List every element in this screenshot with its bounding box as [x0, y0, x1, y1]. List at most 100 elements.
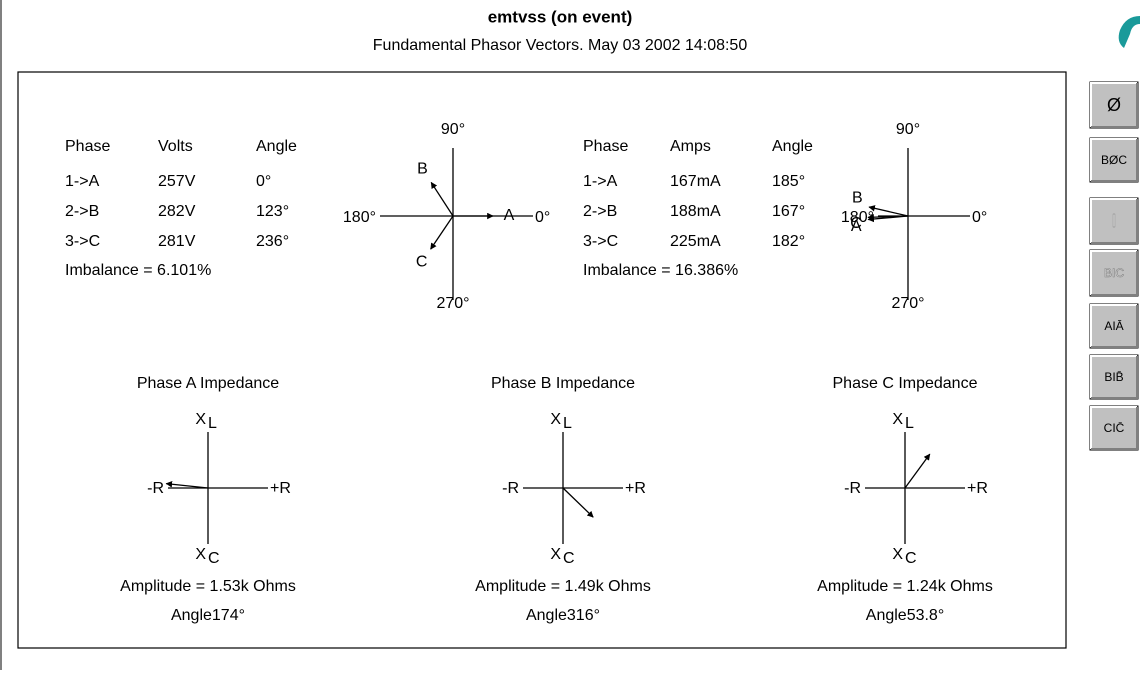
logo	[1118, 16, 1140, 48]
button-bevel	[1090, 138, 1137, 181]
table-cell: 3->C	[583, 233, 618, 250]
table-cell: 188mA	[670, 203, 721, 220]
axis-label: X	[195, 411, 206, 428]
impedance-title: Phase B Impedance	[491, 375, 635, 392]
button-bevel	[1090, 198, 1137, 243]
axis-label: 90°	[441, 121, 465, 138]
phasor-arrow	[868, 205, 909, 217]
table-header: Angle	[256, 138, 297, 155]
button-face	[1089, 354, 1139, 400]
angle: Angle53.8°	[866, 607, 944, 624]
table-header: Volts	[158, 138, 193, 155]
axis-label: +R	[270, 480, 291, 497]
button-bevel	[1090, 250, 1137, 295]
table-cell: 0°	[256, 173, 271, 190]
toolbar-button[interactable]: I	[1089, 197, 1139, 245]
phasor-label: B	[417, 160, 428, 177]
button-shadow	[1091, 139, 1138, 182]
toolbar-button[interactable]: BIC	[1089, 249, 1139, 297]
axis-label: 270°	[436, 295, 469, 312]
axis-label: -R	[147, 480, 164, 497]
table-cell: 281V	[158, 233, 196, 250]
imbalance: Imbalance = 16.386%	[583, 262, 738, 279]
axis-label: +R	[625, 480, 646, 497]
axis-label: -R	[844, 480, 861, 497]
button-shadow	[1091, 251, 1138, 296]
phasor-arrow	[430, 181, 454, 217]
axis-label: X	[550, 411, 561, 428]
toolbar-button[interactable]: BØC	[1089, 137, 1139, 183]
impedance-arrow	[562, 487, 594, 518]
panel-frame	[17, 71, 1067, 649]
phasor-label: B	[852, 190, 863, 207]
axis-label: 270°	[891, 295, 924, 312]
axis-label: X	[550, 546, 561, 563]
toolbar-button[interactable]: BIB̄	[1089, 354, 1139, 400]
button-label: BIC	[1104, 266, 1124, 280]
table-header: Amps	[670, 138, 711, 155]
axis-label: L	[208, 415, 217, 432]
table-header: Phase	[583, 138, 628, 155]
phasor-label: A	[504, 207, 515, 224]
table-cell: 182°	[772, 233, 805, 250]
table-cell: 1->A	[65, 173, 100, 190]
phasor-arrow	[867, 213, 909, 221]
phasor-arrow	[430, 215, 454, 250]
table-cell: 2->B	[583, 203, 617, 220]
angle: Angle316°	[526, 607, 600, 624]
button-face	[1089, 197, 1139, 245]
toolbar-button[interactable]: AIĀ	[1089, 303, 1139, 349]
axis-label: X	[892, 411, 903, 428]
axis-label: L	[563, 415, 572, 432]
button-label: CIC̄	[1104, 421, 1125, 435]
phasor-label: C	[850, 215, 862, 232]
button-bevel	[1090, 304, 1137, 347]
button-face	[1089, 303, 1139, 349]
table-cell: 167mA	[670, 173, 721, 190]
axis-label: C	[905, 550, 917, 567]
toolbar-button[interactable]: Ø	[1089, 81, 1139, 129]
axis-label: X	[195, 546, 206, 563]
table-cell: 1->A	[583, 173, 618, 190]
axis-label: X	[892, 546, 903, 563]
table-cell: 167°	[772, 203, 805, 220]
button-shadow	[1091, 305, 1138, 348]
impedance-arrow	[165, 480, 209, 489]
title: emtvss (on event)	[488, 7, 633, 26]
table-cell: 282V	[158, 203, 196, 220]
table-cell: 185°	[772, 173, 805, 190]
button-face	[1089, 249, 1139, 297]
impedance-arrow	[904, 453, 931, 489]
axis-label: 90°	[896, 121, 920, 138]
button-bevel	[1090, 355, 1137, 398]
table-cell: 236°	[256, 233, 289, 250]
button-label: BIB̄	[1104, 370, 1123, 384]
axis-label: 180°	[841, 209, 874, 226]
axis-label: L	[905, 415, 914, 432]
button-label: AIĀ	[1104, 319, 1123, 333]
impedance-title: Phase A Impedance	[137, 375, 279, 392]
amplitude: Amplitude = 1.24k Ohms	[817, 578, 993, 595]
toolbar-button[interactable]: CIC̄	[1089, 405, 1139, 451]
angle: Angle174°	[171, 607, 245, 624]
axis-label: C	[208, 550, 220, 567]
imbalance: Imbalance = 6.101%	[65, 262, 211, 279]
axis-label: 0°	[972, 209, 987, 226]
button-shadow	[1091, 199, 1138, 244]
table-header: Angle	[772, 138, 813, 155]
axis-label: -R	[502, 480, 519, 497]
axis-label: C	[563, 550, 575, 567]
subtitle: Fundamental Phasor Vectors. May 03 2002 …	[373, 37, 748, 54]
axis-label: 0°	[535, 209, 550, 226]
axis-label: 180°	[343, 209, 376, 226]
table-cell: 3->C	[65, 233, 100, 250]
impedance-title: Phase C Impedance	[833, 375, 978, 392]
phasor-label: A	[851, 218, 862, 235]
phasor-label: C	[416, 254, 428, 271]
button-label: BØC	[1101, 153, 1127, 167]
button-label: I	[1111, 211, 1116, 231]
button-shadow	[1091, 356, 1138, 399]
button-label: Ø	[1107, 95, 1121, 115]
button-bevel	[1090, 406, 1137, 449]
